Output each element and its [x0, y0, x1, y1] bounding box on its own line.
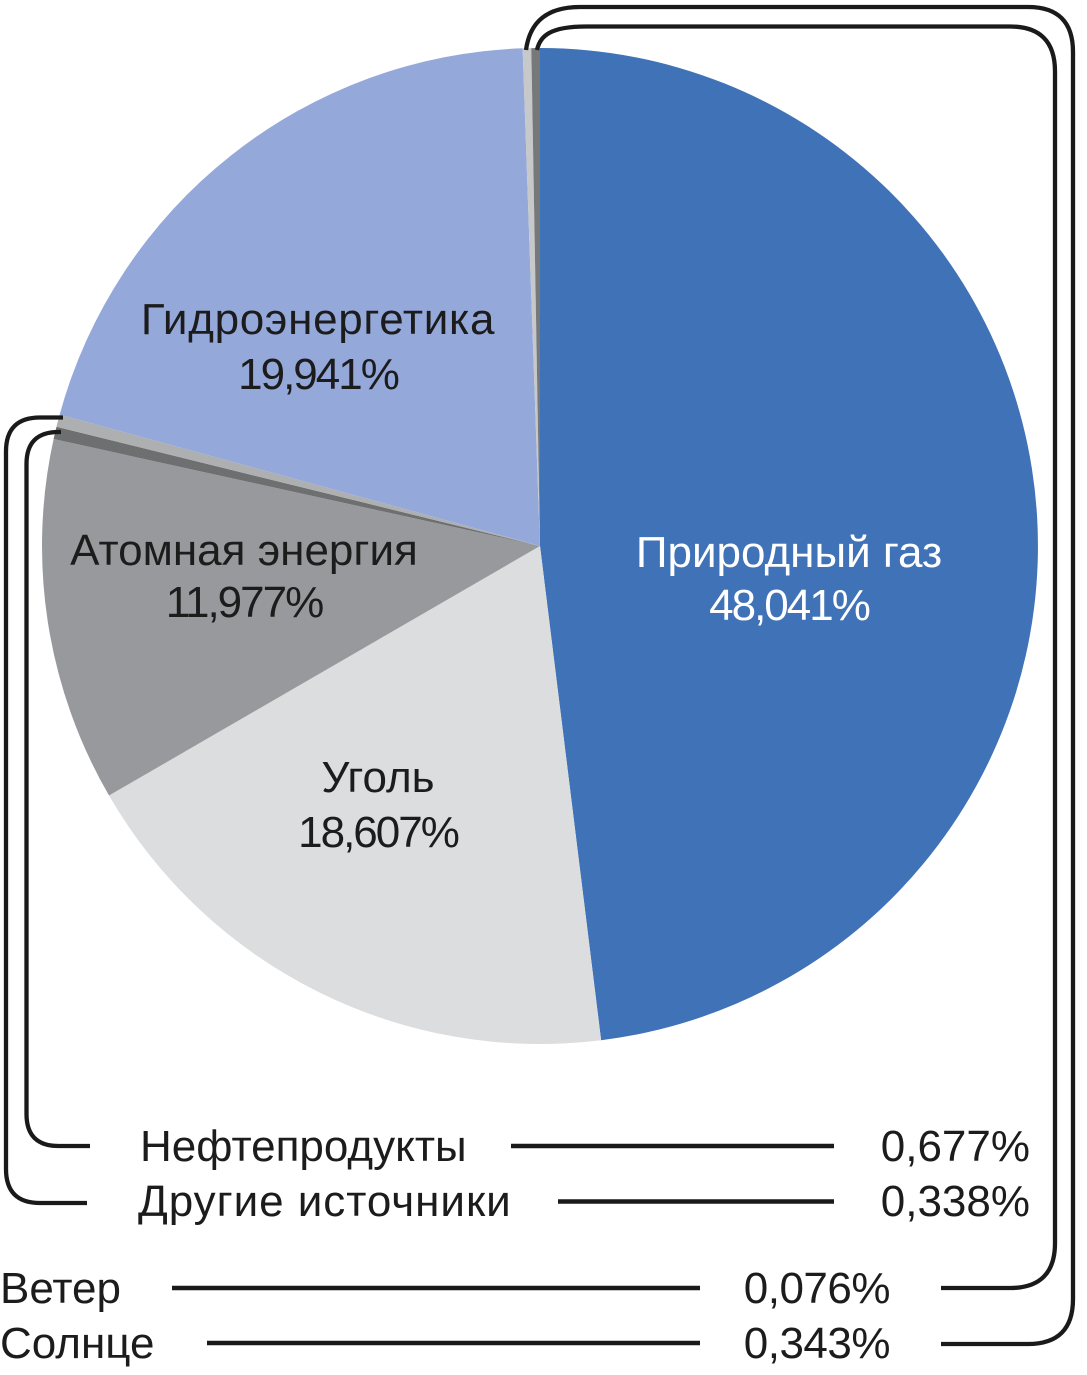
svg-text:19,941%: 19,941% [238, 350, 399, 399]
svg-text:Другие источники: Другие источники [138, 1177, 512, 1226]
svg-text:Солнце: Солнце [0, 1319, 154, 1368]
svg-text:Уголь: Уголь [321, 753, 434, 802]
svg-text:Нефтепродукты: Нефтепродукты [140, 1122, 467, 1171]
svg-text:48,041%: 48,041% [709, 581, 870, 630]
svg-text:11,977%: 11,977% [166, 578, 323, 627]
svg-text:Природный газ: Природный газ [636, 528, 942, 577]
svg-text:0,343%: 0,343% [744, 1319, 890, 1368]
svg-text:Ветер: Ветер [0, 1264, 121, 1313]
svg-text:0,076%: 0,076% [744, 1264, 890, 1313]
svg-text:Атомная энергия: Атомная энергия [70, 526, 418, 575]
svg-text:18,607%: 18,607% [298, 808, 459, 857]
svg-text:Гидроэнергетика: Гидроэнергетика [141, 295, 495, 344]
svg-text:0,677%: 0,677% [881, 1122, 1030, 1171]
svg-text:0,338%: 0,338% [881, 1177, 1030, 1226]
